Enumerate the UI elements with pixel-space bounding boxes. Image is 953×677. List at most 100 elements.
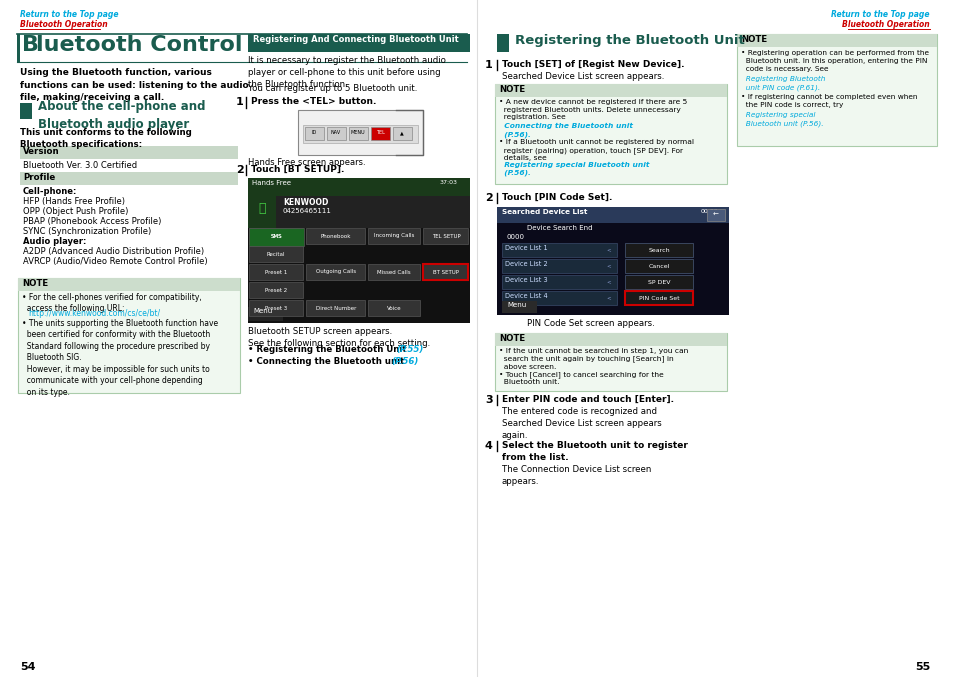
Text: KENWOOD: KENWOOD bbox=[283, 198, 328, 207]
Text: • If the unit cannot be searched in step 1, you can
  search the unit again by t: • If the unit cannot be searched in step… bbox=[498, 348, 688, 370]
Text: Search: Search bbox=[647, 248, 669, 253]
Bar bbox=[249, 228, 303, 244]
Bar bbox=[248, 178, 470, 323]
Bar bbox=[495, 333, 726, 346]
Text: Bluetooth Ver. 3.0 Certified: Bluetooth Ver. 3.0 Certified bbox=[23, 161, 137, 170]
Text: (P.56): (P.56) bbox=[391, 357, 418, 366]
Bar bbox=[497, 207, 728, 315]
Bar bbox=[422, 264, 468, 280]
Text: • A new device cannot be registered if there are 5
  registered Bluetooth units.: • A new device cannot be registered if t… bbox=[498, 99, 686, 121]
Text: Hands Free screen appears.: Hands Free screen appears. bbox=[248, 158, 365, 167]
Text: 3: 3 bbox=[484, 395, 492, 405]
Bar bbox=[349, 127, 368, 140]
Text: ID: ID bbox=[311, 131, 316, 135]
Text: B: B bbox=[22, 35, 39, 55]
Bar bbox=[371, 127, 390, 140]
Bar bbox=[18, 278, 240, 393]
Text: 📞: 📞 bbox=[258, 202, 266, 215]
Bar bbox=[249, 282, 303, 298]
Text: 2: 2 bbox=[235, 165, 244, 175]
Text: Device Search End: Device Search End bbox=[526, 225, 592, 231]
Bar bbox=[248, 196, 275, 228]
Bar bbox=[422, 228, 468, 244]
Text: 0000: 0000 bbox=[506, 234, 524, 240]
Text: SMS: SMS bbox=[270, 234, 281, 238]
Text: <: < bbox=[606, 295, 611, 301]
Text: PIN Code Set screen appears.: PIN Code Set screen appears. bbox=[526, 319, 654, 328]
Text: Cancel: Cancel bbox=[648, 263, 669, 269]
Text: MENU: MENU bbox=[351, 131, 365, 135]
Text: Touch [BT SETUP].: Touch [BT SETUP]. bbox=[251, 165, 344, 174]
Bar bbox=[18, 278, 240, 291]
Bar bbox=[624, 291, 692, 305]
Text: Select the Bluetooth unit to register
from the list.: Select the Bluetooth unit to register fr… bbox=[501, 441, 687, 462]
Text: • Registering operation can be performed from the
  Bluetooth unit. In this oper: • Registering operation can be performed… bbox=[740, 50, 928, 72]
Text: SMS: SMS bbox=[270, 234, 281, 240]
Text: 00:00: 00:00 bbox=[700, 209, 718, 214]
Text: SYNC (Synchronization Profile): SYNC (Synchronization Profile) bbox=[23, 227, 152, 236]
Bar bbox=[368, 300, 419, 316]
Text: Preset 2: Preset 2 bbox=[265, 288, 287, 292]
Text: Registering special Bluetooth unit: Registering special Bluetooth unit bbox=[498, 162, 649, 168]
Bar bbox=[305, 127, 324, 140]
Bar bbox=[306, 264, 365, 280]
Bar bbox=[248, 34, 470, 52]
Text: Using the Bluetooth function, various
functions can be used: listening to the au: Using the Bluetooth function, various fu… bbox=[20, 68, 249, 102]
Text: Menu: Menu bbox=[253, 308, 272, 314]
Text: A2DP (Advanced Audio Distribution Profile): A2DP (Advanced Audio Distribution Profil… bbox=[23, 247, 204, 256]
Text: 55: 55 bbox=[914, 662, 929, 672]
Text: • Touch [Cancel] to cancel searching for the
  Bluetooth unit.: • Touch [Cancel] to cancel searching for… bbox=[498, 371, 663, 385]
Bar bbox=[20, 146, 237, 159]
Text: Recital: Recital bbox=[267, 251, 285, 257]
Bar bbox=[20, 172, 237, 185]
Bar bbox=[393, 127, 412, 140]
Text: <: < bbox=[606, 263, 611, 269]
Bar bbox=[17, 34, 20, 62]
Text: ←: ← bbox=[712, 212, 719, 218]
Bar bbox=[248, 178, 470, 196]
Bar bbox=[501, 259, 617, 273]
Text: Audio player:: Audio player: bbox=[23, 237, 87, 246]
Text: Menu: Menu bbox=[506, 302, 526, 308]
Text: You can register up to 5 Bluetooth unit.: You can register up to 5 Bluetooth unit. bbox=[248, 84, 417, 93]
Bar bbox=[501, 301, 537, 313]
Bar bbox=[275, 196, 470, 228]
Bar bbox=[737, 34, 936, 47]
Bar bbox=[20, 103, 32, 119]
Text: (P.55): (P.55) bbox=[395, 345, 423, 354]
Text: 4: 4 bbox=[484, 441, 493, 451]
Text: It is necessary to register the Bluetooth audio
player or cell-phone to this uni: It is necessary to register the Bluetoot… bbox=[248, 56, 445, 89]
Bar bbox=[327, 127, 346, 140]
Text: • If a Bluetooth unit cannot be registered by normal
  register (pairing) operat: • If a Bluetooth unit cannot be register… bbox=[498, 139, 693, 161]
Bar bbox=[706, 209, 724, 221]
Bar bbox=[497, 207, 728, 223]
Text: <: < bbox=[606, 280, 611, 284]
Text: Touch [PIN Code Set].: Touch [PIN Code Set]. bbox=[501, 193, 612, 202]
Bar bbox=[495, 333, 726, 391]
Text: Device List 2: Device List 2 bbox=[504, 261, 547, 267]
Text: Device List 4: Device List 4 bbox=[504, 293, 547, 299]
Text: Registering the Bluetooth Unit: Registering the Bluetooth Unit bbox=[515, 34, 744, 47]
Text: Profile: Profile bbox=[23, 173, 55, 182]
Bar bbox=[501, 291, 617, 305]
Text: <: < bbox=[606, 248, 611, 253]
Text: This unit conforms to the following
Bluetooth specifications:: This unit conforms to the following Blue… bbox=[20, 128, 192, 149]
Text: 2: 2 bbox=[484, 193, 493, 203]
Text: HFP (Hands Free Profile): HFP (Hands Free Profile) bbox=[23, 197, 125, 206]
Bar bbox=[501, 275, 617, 289]
Text: Incoming Calls: Incoming Calls bbox=[374, 234, 414, 238]
Text: Outgoing Calls: Outgoing Calls bbox=[315, 269, 355, 274]
Text: 54: 54 bbox=[20, 662, 35, 672]
Text: Return to the Top page: Return to the Top page bbox=[20, 10, 118, 19]
Text: Registering Bluetooth: Registering Bluetooth bbox=[740, 76, 824, 82]
Text: http://www.kenwood.com/cs/ce/bt/: http://www.kenwood.com/cs/ce/bt/ bbox=[28, 309, 160, 318]
Text: The entered code is recognized and
Searched Device List screen appears
again.: The entered code is recognized and Searc… bbox=[501, 407, 661, 439]
Text: AVRCP (Audio/Video Remote Control Profile): AVRCP (Audio/Video Remote Control Profil… bbox=[23, 257, 208, 266]
Text: Preset 1: Preset 1 bbox=[265, 269, 287, 274]
Text: About the cell-phone and
Bluetooth audio player: About the cell-phone and Bluetooth audio… bbox=[38, 100, 205, 131]
Text: 1: 1 bbox=[235, 97, 244, 107]
Text: Enter PIN code and touch [Enter].: Enter PIN code and touch [Enter]. bbox=[501, 395, 673, 404]
Bar bbox=[624, 243, 692, 257]
Text: Phonebook: Phonebook bbox=[320, 234, 351, 238]
Bar bbox=[249, 300, 303, 316]
